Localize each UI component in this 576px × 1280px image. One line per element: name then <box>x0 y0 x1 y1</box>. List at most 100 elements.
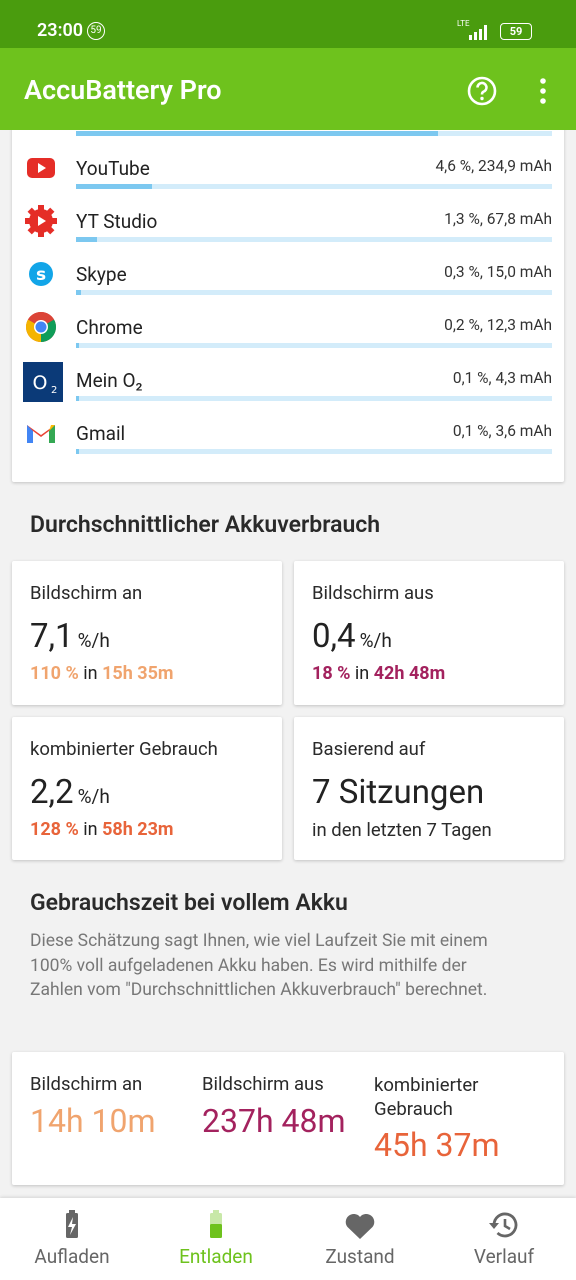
card-label: Basierend auf <box>312 738 426 760</box>
app-icon <box>25 205 57 237</box>
rate: 7,1 %/h <box>30 617 110 656</box>
signal-icon <box>469 25 487 40</box>
rate: 0,4 %/h <box>312 617 392 656</box>
app-icon <box>25 311 57 342</box>
usage-bar <box>76 449 79 454</box>
svg-text:O: O <box>33 372 48 394</box>
sessions-value: 7 Sitzungen <box>312 773 485 812</box>
usage-percent: 0,3 % <box>444 263 480 281</box>
bottom-nav: Aufladen Entladen Zustand Verlauf <box>0 1198 576 1280</box>
column-label: kombinierter Gebrauch <box>374 1074 479 1120</box>
usage-bar <box>76 131 438 136</box>
percent: 128 % <box>30 819 79 840</box>
column-value: 14h 10m <box>30 1102 156 1140</box>
app-row: YouTube 4,6 %, 234,9 mAh <box>12 143 564 196</box>
card-label: Bildschirm aus <box>312 582 434 604</box>
app-usage: 0,2 %, 12,3 mAh <box>444 316 552 334</box>
nav-label[interactable]: Entladen <box>179 1245 253 1268</box>
usage-bar-track <box>76 290 552 295</box>
connector: in <box>83 819 98 840</box>
app-title: AccuBattery Pro <box>24 74 222 106</box>
network-type: LTE <box>457 19 470 28</box>
app-usage: 0,3 %, 15,0 mAh <box>444 263 552 281</box>
app-row: s Skype 0,3 %, 15,0 mAh <box>12 249 564 302</box>
usage-card: Bildschirm aus 0,4 %/h 18 % in 42h 48m <box>294 561 564 705</box>
app-bar: AccuBattery Pro <box>0 48 576 130</box>
notification-badge: 59 <box>87 22 105 40</box>
clock: 23:00 <box>37 20 84 41</box>
help-button[interactable] <box>466 75 498 107</box>
usage-percent: 1,3 % <box>444 210 480 228</box>
usage-bar-track <box>76 449 552 454</box>
percent: 18 % <box>312 663 351 684</box>
connector: in <box>354 663 370 684</box>
app-name: Gmail <box>76 422 126 445</box>
nav-label[interactable]: Verlauf <box>473 1245 535 1268</box>
usage-mah: 15,0 mAh <box>486 263 552 281</box>
app-name: Chrome <box>76 316 143 339</box>
usage-card: Bildschirm an 7,1 %/h 110 % in 15h 35m <box>12 561 282 705</box>
card-label: Bildschirm an <box>30 582 143 604</box>
nav-label[interactable]: Aufladen <box>34 1245 110 1268</box>
sessions-card: Basierend auf 7 Sitzungen in den letzten… <box>294 717 564 860</box>
app-row: YT Studio 1,3 %, 67,8 mAh <box>12 196 564 249</box>
app-row: Gmail 0,1 %, 3,6 mAh <box>12 408 564 461</box>
usage-mah: 4,3 mAh <box>495 369 552 387</box>
app-row: O 2 Mein O₂ 0,1 %, 4,3 mAh <box>12 355 564 408</box>
section-title: Gebrauchszeit bei vollem Akku <box>30 889 348 916</box>
nav-label[interactable]: Zustand <box>325 1245 395 1268</box>
rate: 2,2 %/h <box>30 773 110 812</box>
nav-icon-history[interactable] <box>488 1210 520 1240</box>
usage-mah: 234,9 mAh <box>478 157 552 175</box>
app-icon: s <box>29 262 53 286</box>
card-label: kombinierter Gebrauch <box>30 738 218 760</box>
usage-percent: 4,6 % <box>435 157 472 175</box>
rate-value: 2,2 <box>30 773 74 812</box>
duration: 42h 48m <box>373 663 446 684</box>
app-icon <box>27 158 55 178</box>
percent: 110 % <box>30 663 79 684</box>
usage-bar-track <box>76 237 552 242</box>
usage-mah: 12,3 mAh <box>486 316 552 334</box>
app-usage: 4,6 %, 234,9 mAh <box>435 157 552 175</box>
nav-icon-charge[interactable] <box>60 1210 84 1240</box>
duration: 58h 23m <box>102 819 174 840</box>
nav-icon-discharge[interactable] <box>204 1210 228 1240</box>
section-title: Durchschnittlicher Akkuverbrauch <box>30 511 381 538</box>
usage-percent: 0,1 % <box>452 422 489 440</box>
description: Diese Schätzung sagt Ihnen, wie viel Lau… <box>30 931 488 1000</box>
overflow-menu[interactable] <box>535 76 551 106</box>
usage-bar <box>76 290 81 295</box>
app-usage: 0,1 %, 4,3 mAh <box>452 369 552 387</box>
usage-bar-track <box>76 343 552 348</box>
sessions-detail: in den letzten 7 Tagen <box>312 819 492 841</box>
app-name: Mein O₂ <box>76 369 143 392</box>
rate-value: 0,4 <box>312 617 356 656</box>
connector: in <box>83 663 98 684</box>
rate-unit: %/h <box>359 629 392 652</box>
usage-bar-track <box>76 396 552 401</box>
app-usage-list: POCO Launcher21,9 %, 1.106,1 mAhYouTube4… <box>12 100 564 482</box>
usage-bar <box>76 237 98 242</box>
detail: 18 % in 42h 48m <box>312 663 445 684</box>
rate-value: 7,1 <box>30 617 74 656</box>
usage-bar <box>76 184 153 189</box>
app-name: Skype <box>76 263 127 286</box>
nav-icon-health[interactable] <box>344 1212 376 1240</box>
column-label: Bildschirm an <box>30 1073 143 1095</box>
full-charge-card: Bildschirm an 14h 10m Bildschirm aus 237… <box>12 1052 564 1185</box>
svg-text:2: 2 <box>51 385 57 396</box>
column-value: 45h 37m <box>374 1126 500 1164</box>
rate-unit: %/h <box>77 785 110 808</box>
app-usage: 1,3 %, 67,8 mAh <box>444 210 552 228</box>
duration: 15h 35m <box>102 663 174 684</box>
usage-bar-track <box>76 184 552 189</box>
usage-mah: 67,8 mAh <box>486 210 552 228</box>
app-name: YouTube <box>76 157 150 180</box>
rate-unit: %/h <box>77 629 110 652</box>
svg-text:s: s <box>36 265 46 285</box>
app-usage: 0,1 %, 3,6 mAh <box>452 422 552 440</box>
usage-bar <box>76 396 79 401</box>
